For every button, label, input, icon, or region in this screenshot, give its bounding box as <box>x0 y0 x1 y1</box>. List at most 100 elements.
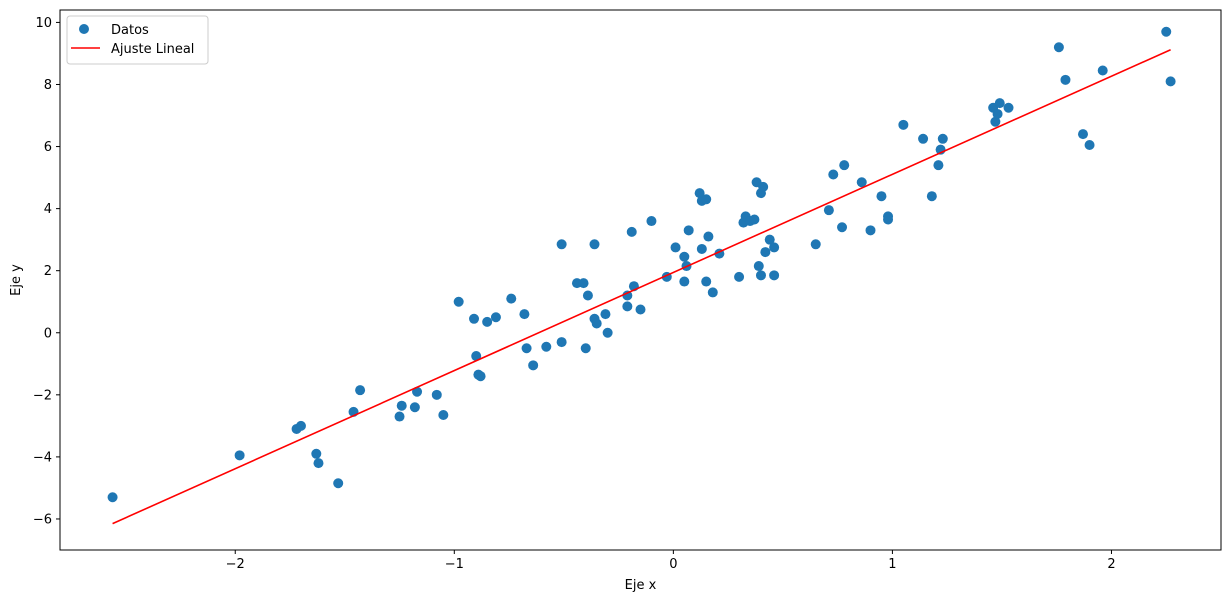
legend-marker-datos <box>79 24 89 34</box>
data-point <box>1077 129 1088 140</box>
y-tick-label: 2 <box>44 264 52 279</box>
data-point <box>839 160 850 171</box>
legend: Datos Ajuste Lineal <box>66 15 209 65</box>
data-point <box>701 276 712 287</box>
data-point <box>1084 140 1095 150</box>
data-point <box>683 225 694 236</box>
data-point <box>694 188 705 199</box>
data-point <box>471 351 482 362</box>
data-point <box>865 225 876 236</box>
data-point <box>490 312 501 323</box>
data-point <box>646 216 657 227</box>
data-point <box>578 278 589 289</box>
data-point <box>1161 26 1172 37</box>
y-tick-label: 0 <box>44 326 52 341</box>
data-point <box>482 316 493 327</box>
data-point <box>626 226 637 237</box>
data-point <box>506 293 517 304</box>
data-point <box>926 191 937 202</box>
data-point <box>556 337 567 348</box>
data-point <box>994 98 1005 109</box>
x-tick-label: −1 <box>445 557 464 572</box>
data-point <box>679 276 690 287</box>
data-point <box>769 270 780 281</box>
data-point <box>313 458 324 469</box>
data-point <box>707 287 718 298</box>
data-point <box>755 270 766 281</box>
legend-box <box>66 15 209 65</box>
legend-label-datos: Datos <box>111 23 149 38</box>
data-point <box>394 411 405 422</box>
data-point <box>622 301 633 312</box>
data-point <box>883 214 894 225</box>
data-point <box>600 309 611 320</box>
data-point <box>622 290 633 301</box>
data-point <box>234 450 245 461</box>
data-point <box>396 400 407 411</box>
y-tick-label: −2 <box>33 388 52 403</box>
data-point <box>602 327 613 338</box>
data-point <box>990 116 1001 127</box>
x-tick-label: 0 <box>669 557 677 572</box>
data-point <box>933 160 944 171</box>
data-point <box>1097 65 1108 76</box>
data-point <box>753 261 764 272</box>
data-point <box>876 191 887 202</box>
data-point <box>528 360 539 371</box>
data-point <box>769 242 780 253</box>
axes-frame <box>59 9 1222 551</box>
data-point <box>679 251 690 262</box>
legend-label-ajuste-lineal: Ajuste Lineal <box>111 42 194 57</box>
data-point <box>837 222 848 233</box>
data-point <box>635 304 646 315</box>
data-point <box>1003 102 1014 113</box>
data-point <box>519 309 530 320</box>
data-point <box>764 234 775 245</box>
data-point <box>589 239 600 250</box>
data-point <box>898 119 909 130</box>
data-point <box>696 243 707 254</box>
y-tick-label: −4 <box>33 450 52 465</box>
y-tick-label: 10 <box>35 16 52 31</box>
data-point <box>823 205 834 216</box>
data-point <box>521 343 532 354</box>
data-point <box>701 194 712 205</box>
data-point <box>582 290 593 301</box>
y-tick-label: −6 <box>33 512 52 527</box>
fit-line <box>112 48 1171 525</box>
data-point <box>469 313 480 324</box>
data-point <box>1165 76 1176 87</box>
data-point <box>749 214 760 225</box>
x-axis-ticks: −2 −1 0 1 2 <box>226 550 1116 572</box>
x-tick-label: −2 <box>226 557 245 572</box>
y-tick-label: 8 <box>44 78 52 93</box>
data-point <box>295 420 306 431</box>
data-point <box>670 242 681 253</box>
data-point <box>409 402 420 413</box>
data-layer <box>107 26 1176 525</box>
data-point <box>810 239 821 250</box>
data-point <box>856 177 867 188</box>
data-point <box>333 478 344 489</box>
data-point <box>355 385 366 396</box>
y-tick-label: 6 <box>44 140 52 155</box>
data-point <box>107 492 118 503</box>
y-axis-label: Eje y <box>9 264 24 296</box>
y-tick-label: 4 <box>44 202 52 217</box>
data-point <box>475 371 486 382</box>
data-point <box>580 343 591 354</box>
y-axis-ticks: −6 −4 −2 0 2 4 6 8 10 <box>33 16 60 527</box>
x-tick-label: 1 <box>888 557 896 572</box>
data-point <box>918 133 929 144</box>
data-point <box>591 318 602 329</box>
x-tick-label: 2 <box>1107 557 1115 572</box>
data-point <box>431 389 442 400</box>
data-point <box>1053 42 1064 53</box>
data-point <box>703 231 714 242</box>
data-point <box>992 108 1003 119</box>
data-point <box>760 247 771 258</box>
data-point <box>541 341 552 352</box>
data-point <box>1060 74 1071 85</box>
